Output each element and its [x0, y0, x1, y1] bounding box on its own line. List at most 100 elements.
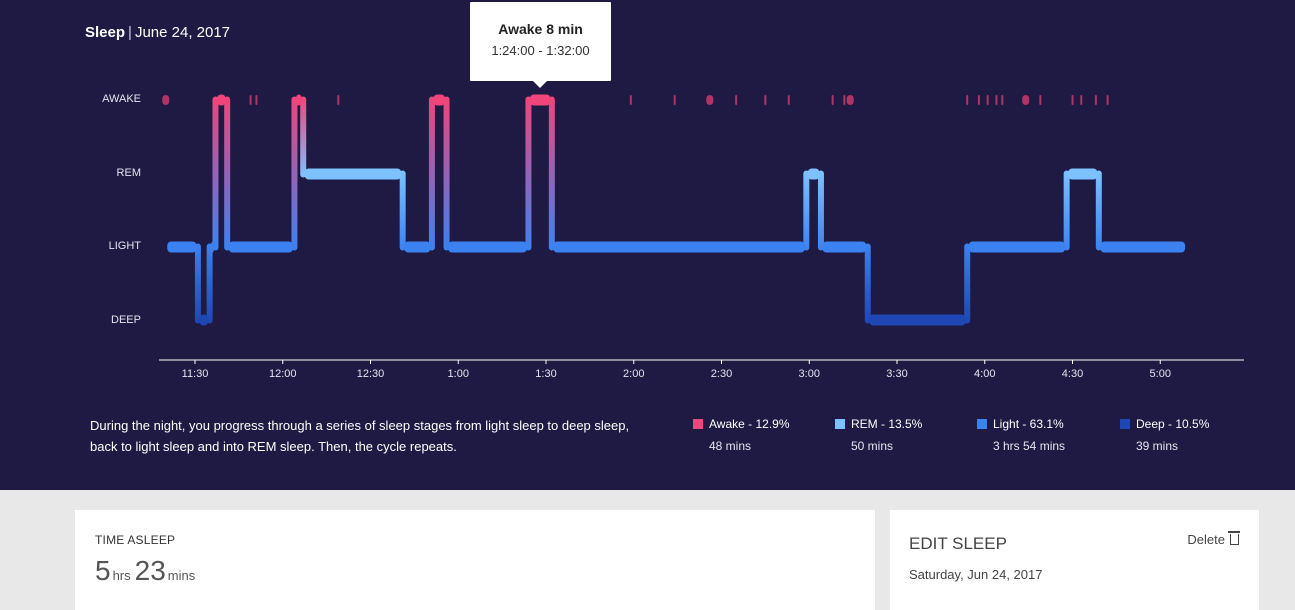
x-tick-label: 12:30: [357, 368, 385, 380]
stage-transition: [300, 96, 307, 178]
stage-transition: [291, 96, 298, 251]
legend-light-duration: 3 hrs 54 mins: [993, 439, 1066, 453]
segment-awake[interactable]: [216, 94, 226, 106]
brief-awake-marker[interactable]: [629, 95, 632, 105]
stage-transition: [1095, 170, 1102, 251]
x-tick-label: 4:00: [974, 368, 995, 380]
segment-light[interactable]: [448, 241, 527, 253]
stage-transition: [224, 96, 231, 251]
time-asleep-minutes-unit: mins: [167, 568, 196, 583]
segment-light[interactable]: [553, 241, 805, 253]
stage-label-awake: AWAKE: [102, 93, 141, 105]
brief-awake-marker[interactable]: [843, 95, 846, 105]
brief-awake-marker[interactable]: [706, 95, 714, 105]
x-axis-ticks: 11:30 12:00 12:30 1:00 1:30 2:00 2:30 3:00 3:30 4…: [182, 360, 1171, 380]
legend-deep-duration: 39 mins: [1136, 439, 1179, 453]
x-tick-label: 3:30: [886, 368, 907, 380]
brief-awake-marker[interactable]: [764, 95, 767, 105]
brief-awake-marker[interactable]: [1071, 95, 1074, 105]
brief-awake-marker[interactable]: [831, 95, 834, 105]
title-separator: |: [128, 24, 132, 41]
stage-transition: [212, 96, 219, 251]
brief-awake-marker[interactable]: [977, 95, 980, 105]
brief-awake-marker[interactable]: [787, 95, 790, 105]
stage-transition: [399, 170, 406, 251]
brief-awake-marker[interactable]: [255, 95, 258, 105]
hypnogram-chart[interactable]: 11:30 12:00 12:30 1:00 1:30 2:00 2:30 3:00 3:30 4…: [0, 0, 1295, 490]
time-asleep-value: 5 hrs 23 mins: [95, 555, 199, 587]
stage-transition: [803, 170, 810, 251]
brief-awake-marker[interactable]: [735, 95, 738, 105]
time-asleep-hours-unit: hrs: [112, 568, 131, 583]
brief-awake-marker[interactable]: [1001, 95, 1004, 105]
x-tick-label: 1:30: [535, 368, 556, 380]
segment-light[interactable]: [822, 241, 867, 253]
x-tick-label: 2:30: [711, 368, 732, 380]
stage-transition: [206, 243, 213, 324]
time-asleep-minutes: 23: [134, 555, 166, 586]
legend-awake-label: Awake - 12.9%: [709, 417, 790, 431]
brief-awake-marker[interactable]: [846, 95, 854, 105]
brief-awake-marker[interactable]: [162, 95, 170, 105]
legend-light: Light - 63.1% 3 hrs 54 mins: [977, 417, 1065, 453]
sleep-header: Sleep | June 24, 2017: [85, 24, 230, 41]
brief-awake-marker[interactable]: [1094, 95, 1097, 105]
segment-awake[interactable]: [295, 94, 302, 106]
segment-awake[interactable]: [433, 94, 446, 106]
x-tick-label: 12:00: [269, 368, 297, 380]
legend-swatch-rem: [835, 419, 845, 429]
segment-light[interactable]: [211, 241, 214, 253]
segment-light[interactable]: [968, 241, 1066, 253]
stage-label-deep: DEEP: [111, 314, 141, 326]
segment-light[interactable]: [167, 241, 197, 253]
segment-rem[interactable]: [1068, 168, 1098, 180]
brief-awake-marker[interactable]: [1106, 95, 1109, 105]
time-asleep-card: TIME ASLEEP 5 hrs 23 mins: [75, 510, 875, 610]
x-tick-label: 5:00: [1150, 368, 1171, 380]
segment-awake[interactable]: [529, 94, 551, 106]
segment-light[interactable]: [228, 241, 293, 253]
brief-awake-marker[interactable]: [1022, 95, 1030, 105]
edit-sleep-date: Saturday, Jun 24, 2017: [909, 567, 1043, 582]
segment-deep[interactable]: [199, 314, 209, 326]
brief-awake-marker[interactable]: [966, 95, 969, 105]
tooltip-range: 1:24:00 - 1:32:00: [491, 43, 590, 58]
sleep-description: During the night, you progress through a…: [90, 418, 630, 454]
brief-awake-marker[interactable]: [249, 95, 252, 105]
x-tick-label: 1:00: [448, 368, 469, 380]
segment-rem[interactable]: [807, 168, 820, 180]
stage-segments: [167, 94, 1186, 326]
time-asleep-label: TIME ASLEEP: [95, 533, 176, 547]
legend-awake-duration: 48 mins: [709, 439, 752, 453]
sleep-title: Sleep: [85, 24, 126, 41]
segment-light[interactable]: [404, 241, 431, 253]
legend-awake: Awake - 12.9% 48 mins: [693, 417, 790, 453]
stage-transition: [1063, 170, 1070, 251]
legend-rem-label: REM - 13.5%: [851, 417, 923, 431]
legend-swatch-awake: [693, 419, 703, 429]
brief-awake-marker[interactable]: [673, 95, 676, 105]
segment-rem[interactable]: [304, 168, 402, 180]
edit-sleep-title: EDIT SLEEP: [909, 534, 1007, 553]
brief-awakenings: [162, 95, 1109, 105]
time-asleep-hours: 5: [95, 555, 111, 586]
delete-label: Delete: [1187, 532, 1225, 547]
stage-transitions: [194, 96, 1102, 324]
trash-icon: [1228, 531, 1240, 545]
legend-swatch-light: [977, 419, 987, 429]
sleep-panel: Sleep | June 24, 2017 AWAKE REM LIGHT DEEP…: [0, 0, 1295, 490]
segment-light[interactable]: [1100, 241, 1186, 253]
brief-awake-marker[interactable]: [995, 95, 998, 105]
brief-awake-marker[interactable]: [1039, 95, 1042, 105]
x-tick-label: 4:30: [1062, 368, 1083, 380]
stage-transition: [817, 170, 824, 251]
stage-transition: [428, 96, 435, 251]
brief-awake-marker[interactable]: [337, 95, 340, 105]
stage-tooltip: Awake 8 min 1:24:00 - 1:32:00: [470, 2, 611, 88]
brief-awake-marker[interactable]: [986, 95, 989, 105]
x-tick-label: 3:00: [799, 368, 820, 380]
delete-button[interactable]: Delete: [1187, 531, 1240, 547]
segment-deep[interactable]: [869, 314, 966, 326]
brief-awake-marker[interactable]: [1080, 95, 1083, 105]
sleep-date: June 24, 2017: [134, 24, 231, 41]
